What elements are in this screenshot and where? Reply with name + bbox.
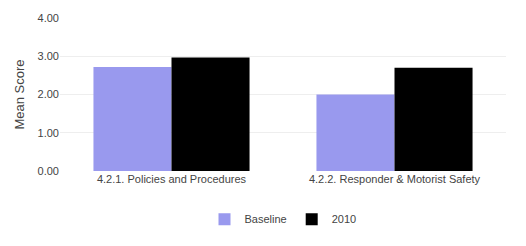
svg-text:4.2.2. Responder & Motorist Sa: 4.2.2. Responder & Motorist Safety xyxy=(309,173,481,185)
svg-text:4.2.1. Policies and Procedures: 4.2.1. Policies and Procedures xyxy=(97,173,247,185)
svg-text:3.00: 3.00 xyxy=(38,50,59,62)
svg-text:Baseline: Baseline xyxy=(245,213,287,225)
svg-text:2.00: 2.00 xyxy=(38,88,59,100)
svg-text:1.00: 1.00 xyxy=(38,127,59,139)
svg-text:4.00: 4.00 xyxy=(38,12,59,24)
svg-text:Mean Score: Mean Score xyxy=(12,59,27,129)
svg-text:2010: 2010 xyxy=(332,213,356,225)
svg-text:0.00: 0.00 xyxy=(38,165,59,177)
